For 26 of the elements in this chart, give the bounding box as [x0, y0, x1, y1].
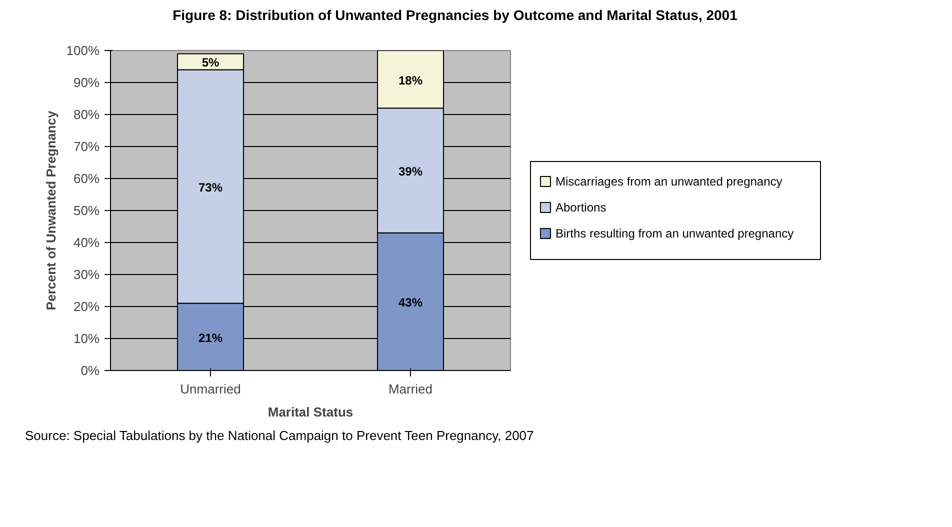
y-tick-label: 50%	[73, 203, 100, 218]
y-tick-label: 100%	[66, 43, 100, 58]
x-tick-label: Married	[388, 382, 433, 396]
y-tick-label: 80%	[73, 107, 100, 122]
y-tick-label: 60%	[73, 171, 100, 186]
y-tick-label: 10%	[73, 331, 100, 346]
x-tick-label: Unmarried	[180, 382, 241, 396]
data-label: 43%	[398, 296, 423, 310]
source-note: Source: Special Tabulations by the National Campaign to Prevent Teen Pregnancy, 2007	[25, 427, 534, 445]
y-tick-label: 90%	[73, 75, 100, 90]
y-tick-label: 70%	[73, 139, 100, 154]
y-tick-label: 30%	[73, 267, 100, 282]
data-label: 5%	[202, 56, 220, 70]
data-label: 18%	[398, 73, 423, 88]
data-label: 21%	[198, 330, 223, 345]
x-axis-title: Marital Status	[268, 404, 354, 420]
y-axis-title: Percent of Unwanted Pregnancy	[43, 110, 58, 310]
legend-label: Abortions	[556, 200, 606, 214]
y-tick-label: 0%	[80, 363, 100, 378]
y-tick-label: 20%	[73, 299, 100, 314]
legend-label: Miscarriages from an unwanted pregnancy	[556, 174, 782, 188]
data-label: 39%	[398, 164, 423, 178]
y-tick-label: 40%	[73, 235, 100, 250]
legend-label: Births resulting from an unwanted pregnancy	[556, 226, 794, 240]
chart-title: Figure 8: Distribution of Unwanted Pregnancies by Outcome and Marital Status, 2001	[172, 6, 738, 25]
data-label: 73%	[198, 180, 223, 194]
